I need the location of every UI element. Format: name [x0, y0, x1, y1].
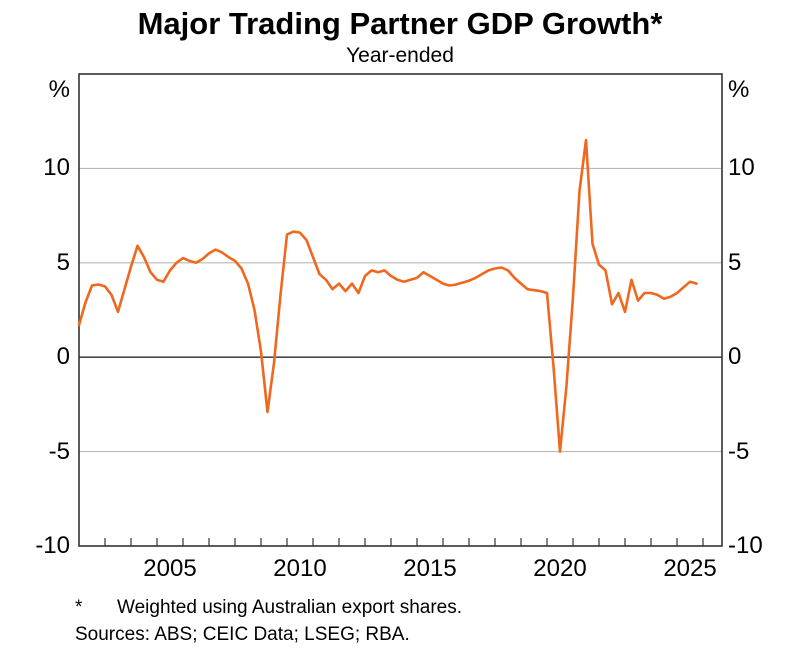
x-axis-label: 2005 — [143, 555, 197, 582]
footnote: * Weighted using Australian export shares… — [75, 597, 462, 619]
chart-title: Major Trading Partner GDP Growth* — [137, 6, 663, 41]
footnote-text: Weighted using Australian export shares. — [117, 597, 463, 618]
y-axis-label: -10 — [728, 532, 763, 559]
footnote-marker: * — [75, 597, 83, 618]
y-axis-unit-left: % — [48, 76, 70, 103]
y-axis-label: 0 — [56, 343, 70, 371]
y-axis-label: 10 — [728, 154, 755, 182]
y-axis-unit-right: % — [728, 76, 750, 103]
y-axis-label: -5 — [728, 437, 750, 465]
plot-frame — [78, 73, 723, 547]
sources-note: Sources: ABS; CEIC Data; LSEG; RBA. — [75, 624, 410, 645]
y-axis-label: -10 — [35, 532, 70, 559]
x-axis-label: 2015 — [403, 555, 457, 582]
chart-subtitle: Year-ended — [346, 44, 454, 67]
y-axis-label: -5 — [48, 437, 70, 465]
y-axis-label: 5 — [56, 248, 70, 276]
gdp-growth-line — [77, 138, 698, 453]
y-axis-label: 0 — [728, 343, 742, 371]
x-axis-label: 2020 — [533, 555, 587, 582]
x-axis-label: 2010 — [273, 555, 327, 582]
x-axis-label: 2025 — [663, 555, 717, 582]
y-axis-label: 10 — [43, 154, 70, 182]
y-axis-label: 5 — [728, 248, 742, 276]
